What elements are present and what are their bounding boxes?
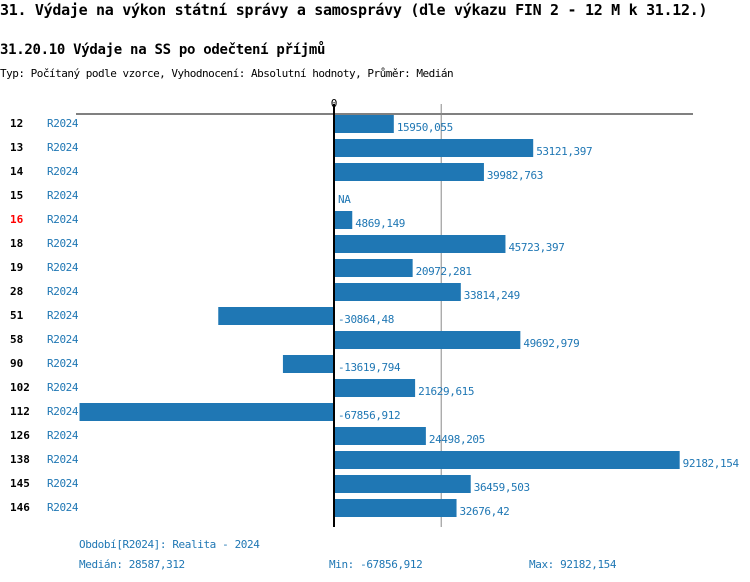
bar	[218, 307, 334, 325]
period-label: R2024	[47, 261, 79, 274]
value-label: 33814,249	[464, 289, 520, 302]
bar	[334, 139, 534, 157]
category-label: 13	[10, 141, 23, 154]
period-label: R2024	[47, 453, 79, 466]
period-label: R2024	[47, 333, 79, 346]
category-label: 145	[10, 477, 30, 490]
value-label: 20972,281	[416, 265, 472, 278]
value-label: 36459,503	[474, 481, 530, 494]
category-label: 15	[10, 189, 23, 202]
bar	[282, 355, 334, 373]
bar	[334, 259, 413, 277]
period-label: R2024	[47, 285, 79, 298]
bar	[334, 235, 506, 253]
category-label: 19	[10, 261, 23, 274]
category-label: 58	[10, 333, 23, 346]
value-label: 45723,397	[508, 241, 564, 254]
chart-description: Typ: Počítaný podle vzorce, Vyhodnocení:…	[0, 67, 454, 80]
value-label: 92182,154	[683, 457, 740, 470]
period-label: R2024	[47, 213, 79, 226]
value-label: 53121,397	[536, 145, 592, 158]
value-label: 39982,763	[487, 169, 543, 182]
footer-median: Medián: 28587,312	[79, 558, 185, 571]
footer-period: Období[R2024]: Realita - 2024	[79, 538, 260, 551]
period-label: R2024	[47, 381, 79, 394]
bar	[334, 427, 426, 445]
category-label: 126	[10, 429, 30, 442]
period-label: R2024	[47, 117, 79, 130]
bar	[334, 283, 461, 301]
value-label: 49692,979	[523, 337, 579, 350]
period-label: R2024	[47, 189, 79, 202]
zero-tick-label: 0	[331, 97, 338, 110]
bar	[334, 475, 471, 493]
category-label: 28	[10, 285, 23, 298]
value-label: 32676,42	[460, 505, 510, 518]
category-label: 112	[10, 405, 30, 418]
category-label: 14	[10, 165, 24, 178]
page-title: 31. Výdaje na výkon státní správy a samo…	[0, 1, 708, 19]
period-label: R2024	[47, 357, 79, 370]
bar	[334, 379, 416, 397]
period-label: R2024	[47, 165, 79, 178]
value-label: 15950,055	[397, 121, 453, 134]
bar	[334, 451, 680, 469]
period-label: R2024	[47, 141, 79, 154]
value-label: 24498,205	[429, 433, 485, 446]
period-label: R2024	[47, 237, 79, 250]
category-label: 12	[10, 117, 23, 130]
value-label: -67856,912	[338, 409, 400, 422]
category-label: 146	[10, 501, 30, 514]
category-label: 102	[10, 381, 30, 394]
chart-title: 31.20.10 Výdaje na SS po odečtení příjmů	[0, 42, 326, 58]
value-label: NA	[338, 193, 351, 206]
bar	[334, 211, 353, 229]
category-label: 90	[10, 357, 23, 370]
category-label: 18	[10, 237, 23, 250]
footer-max: Max: 92182,154	[529, 558, 617, 571]
value-label: 21629,615	[418, 385, 474, 398]
period-label: R2024	[47, 429, 79, 442]
value-label: 4869,149	[355, 217, 405, 230]
period-label: R2024	[47, 501, 79, 514]
value-label: -13619,794	[338, 361, 401, 374]
category-label: 51	[10, 309, 24, 322]
category-label: 16	[10, 213, 24, 226]
footer-min: Min: -67856,912	[329, 558, 423, 571]
period-label: R2024	[47, 309, 79, 322]
bar	[334, 331, 521, 349]
bar	[334, 163, 484, 181]
period-label: R2024	[47, 477, 79, 490]
bar	[334, 499, 457, 517]
value-label: -30864,48	[338, 313, 394, 326]
bar	[79, 403, 334, 421]
bar	[334, 115, 394, 133]
period-label: R2024	[47, 405, 79, 418]
category-label: 138	[10, 453, 30, 466]
